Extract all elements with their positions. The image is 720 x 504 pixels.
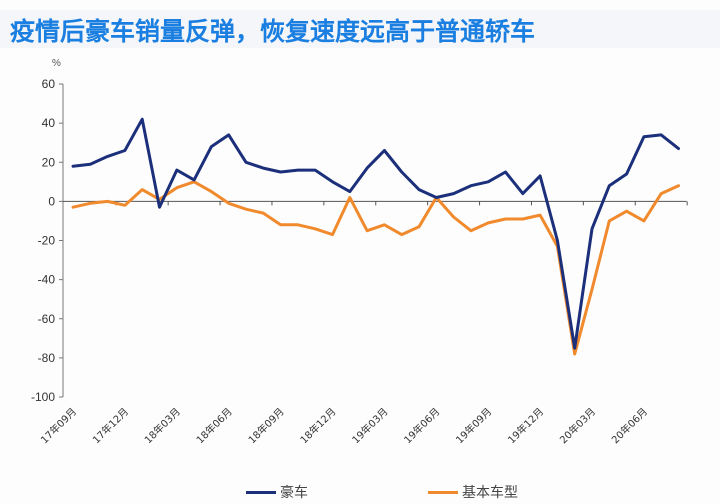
y-tick-label: -40 [38, 273, 56, 287]
legend-label-basic: 基本车型 [462, 485, 518, 501]
x-tick-label: 17年09月 [38, 405, 79, 446]
series-line-luxury [71, 117, 680, 350]
legend-swatch-basic [428, 490, 458, 494]
legend-swatch-luxury [246, 490, 276, 494]
chart-title: 疫情后豪车销量反弹，恢复速度远高于普通轿车 [10, 17, 536, 46]
legend-item-basic: 基本车型 [428, 482, 518, 502]
y-tick-label: 40 [42, 116, 56, 130]
y-axis-unit: % [52, 58, 61, 69]
x-tick-label: 18年12月 [297, 405, 338, 446]
x-tick-label: 19年06月 [401, 405, 442, 446]
series-line-basic [71, 180, 680, 356]
y-tick-label: -100 [31, 390, 55, 404]
y-tick-label: 0 [48, 194, 55, 208]
x-tick-label: 20年06月 [609, 405, 650, 446]
legend-item-luxury: 豪车 [246, 482, 308, 502]
y-tick-label: -60 [38, 312, 56, 326]
x-tick-label: 20年03月 [557, 405, 598, 446]
y-tick-label: 20 [42, 155, 56, 169]
y-tick-label: 60 [42, 77, 56, 91]
title-banner [0, 10, 720, 48]
x-tick-label: 18年06月 [193, 405, 234, 446]
x-tick-label: 17年12月 [90, 405, 131, 446]
y-tick-label: -80 [38, 351, 56, 365]
x-tick-label: 19年03月 [349, 405, 390, 446]
x-tick-label: 18年03月 [142, 405, 183, 446]
x-tick-label: 19年12月 [505, 405, 546, 446]
y-tick-label: -20 [38, 234, 56, 248]
legend-label-luxury: 豪车 [280, 485, 308, 501]
x-tick-label: 18年09月 [245, 405, 286, 446]
x-tick-label: 19年09月 [453, 405, 494, 446]
